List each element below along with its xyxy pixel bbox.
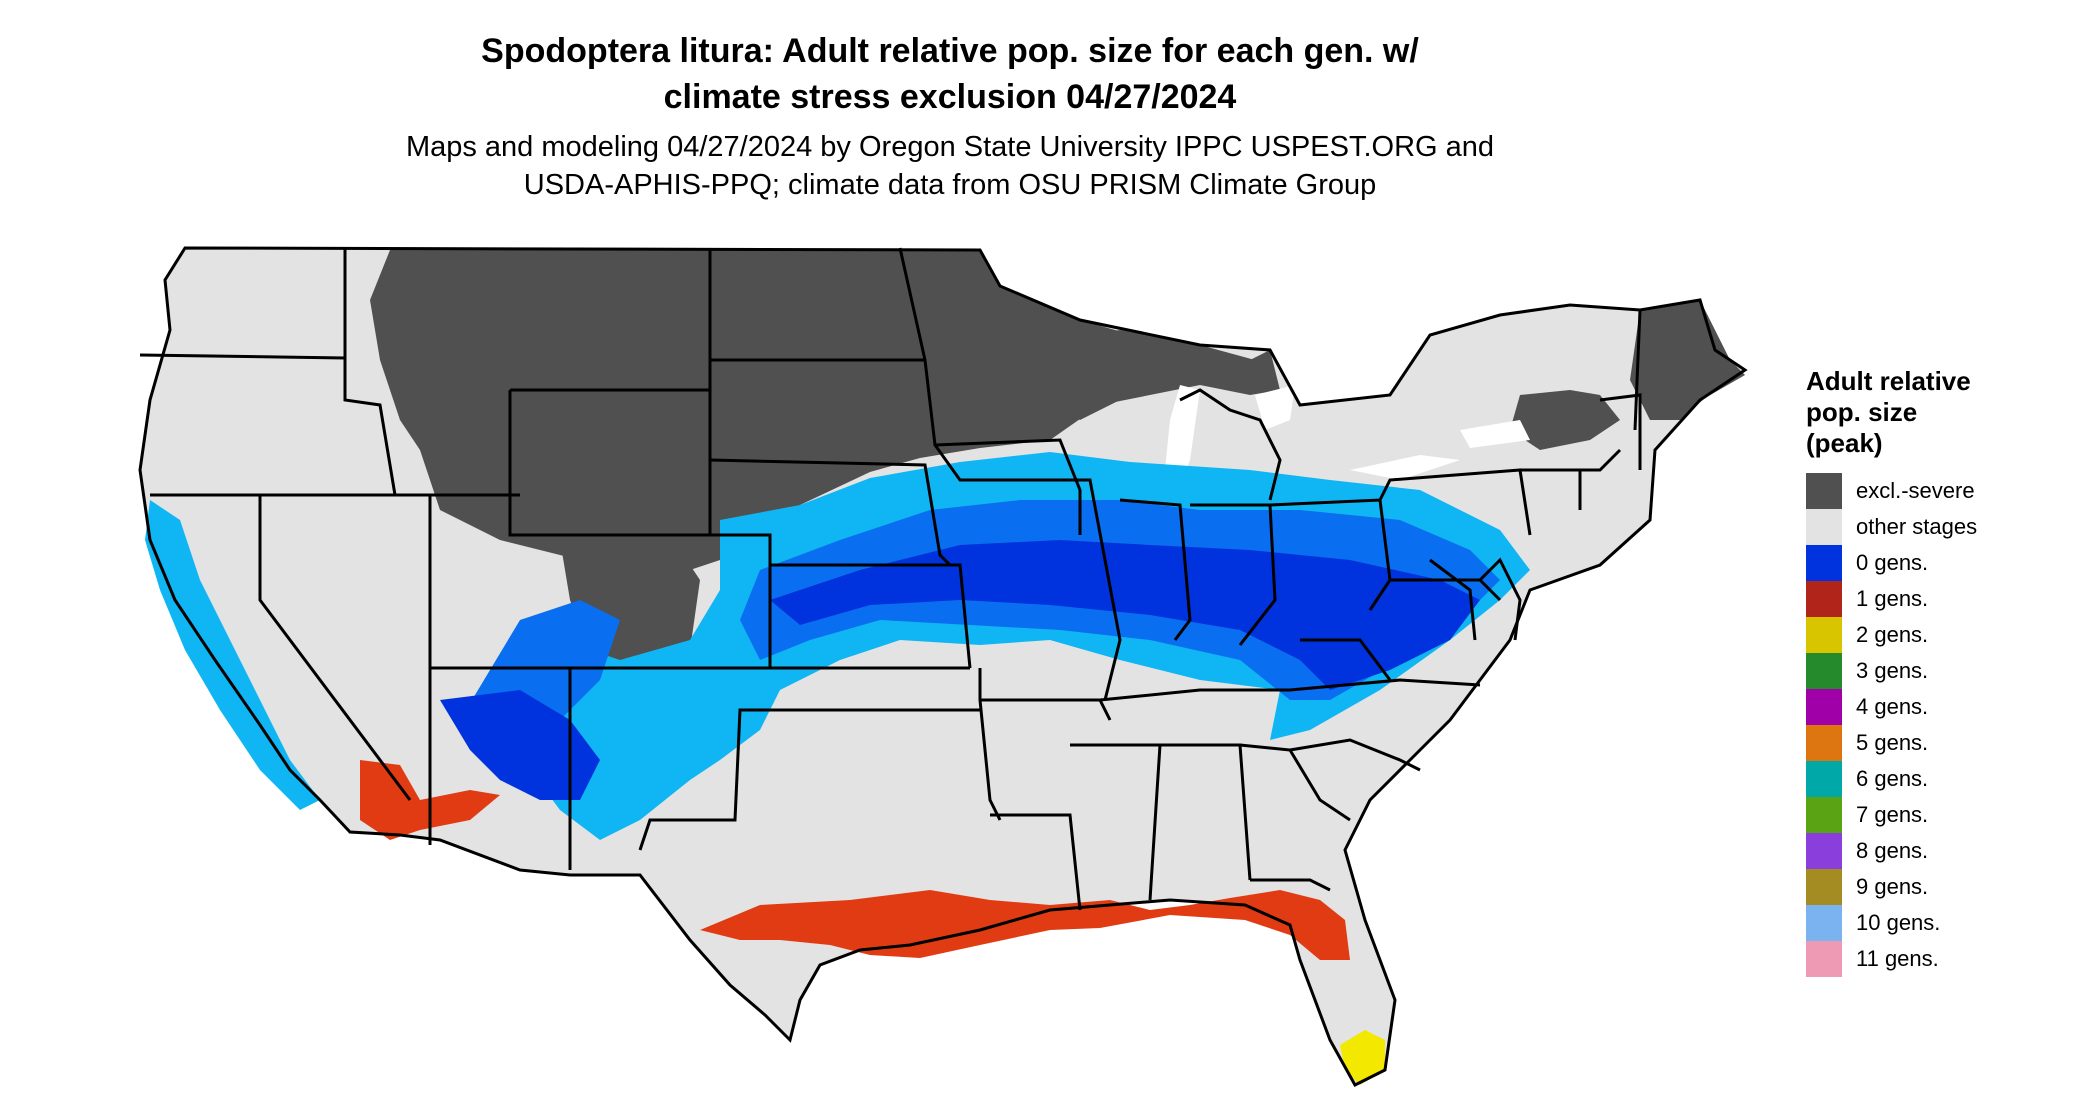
- legend-item: 0 gens.: [1806, 545, 2086, 581]
- legend-swatch: [1806, 689, 1842, 725]
- legend-title-line-3: (peak): [1806, 428, 1883, 458]
- excluded-north-region: [370, 250, 1280, 580]
- legend-label: 2 gens.: [1856, 622, 1929, 647]
- legend-swatch: [1806, 617, 1842, 653]
- legend-item: 10 gens.: [1806, 905, 2086, 941]
- legend-swatch: [1806, 905, 1842, 941]
- legend-swatch: [1806, 473, 1842, 509]
- west-blue-patch-arizona: [440, 690, 600, 800]
- legend-item: 4 gens.: [1806, 689, 2086, 725]
- legend-swatch: [1806, 833, 1842, 869]
- state-borders: [138, 246, 1748, 1087]
- legend-swatch: [1806, 869, 1842, 905]
- legend-label: 1 gens.: [1856, 586, 1929, 611]
- legend-swatch: [1806, 725, 1842, 761]
- excluded-northeast-region: [1510, 390, 1620, 450]
- title-line-2: climate stress exclusion 04/27/2024: [663, 78, 1237, 116]
- legend-item: other stages: [1806, 509, 2086, 545]
- one-gen-gulf-coast: [700, 890, 1350, 960]
- legend-swatch: [1806, 797, 1842, 833]
- subtitle-line-1: Maps and modeling 04/27/2024 by Oregon S…: [405, 131, 1495, 163]
- legend-item: 8 gens.: [1806, 833, 2086, 869]
- legend-label: 5 gens.: [1856, 730, 1929, 755]
- legend-title-line-2: pop. size: [1806, 397, 1918, 427]
- legend-swatch: [1806, 653, 1842, 689]
- legend-label: 6 gens.: [1856, 766, 1929, 791]
- west-blue-patch-california: [145, 500, 320, 810]
- legend-item: 6 gens.: [1806, 761, 2086, 797]
- legend-item: 3 gens.: [1806, 653, 2086, 689]
- map-subtitle: Maps and modeling 04/27/2024 by Oregon S…: [0, 128, 1900, 204]
- legend-label: 3 gens.: [1856, 658, 1929, 683]
- legend-label: 9 gens.: [1856, 874, 1929, 899]
- legend-title: Adult relative pop. size (peak): [1806, 366, 2086, 459]
- map-title: Spodoptera litura: Adult relative pop. s…: [0, 28, 1900, 120]
- legend-item: excl.-severe: [1806, 473, 2086, 509]
- us-map: [138, 246, 1748, 1087]
- legend-item: 9 gens.: [1806, 869, 2086, 905]
- title-line-1: Spodoptera litura: Adult relative pop. s…: [481, 32, 1419, 70]
- legend-item: 5 gens.: [1806, 725, 2086, 761]
- subtitle-line-2: USDA-APHIS-PPQ; climate data from OSU PR…: [523, 169, 1377, 201]
- legend-label: 4 gens.: [1856, 694, 1929, 719]
- legend-label: 0 gens.: [1856, 550, 1929, 575]
- excluded-upper-michigan-region: [1040, 330, 1255, 420]
- two-gen-south-florida: [1340, 1030, 1385, 1085]
- legend-swatch: [1806, 545, 1842, 581]
- legend-swatch: [1806, 761, 1842, 797]
- legend-item: 1 gens.: [1806, 581, 2086, 617]
- legend-item: 2 gens.: [1806, 617, 2086, 653]
- legend-swatch: [1806, 509, 1842, 545]
- legend-label: 7 gens.: [1856, 802, 1929, 827]
- legend-title-line-1: Adult relative: [1806, 366, 1971, 396]
- legend-swatch: [1806, 941, 1842, 977]
- legend-swatch: [1806, 581, 1842, 617]
- legend-label: excl.-severe: [1856, 478, 1975, 503]
- legend-label: other stages: [1856, 514, 1978, 539]
- legend-label: 8 gens.: [1856, 838, 1929, 863]
- legend-item: 11 gens.: [1806, 941, 2086, 977]
- dark-blue-band: [770, 540, 1480, 690]
- legend: Adult relative pop. size (peak) excl.-se…: [1806, 366, 2086, 977]
- legend-items: excl.-severe other stages 0 gens. 1 gens. 2 …: [1806, 473, 2086, 977]
- legend-item: 7 gens.: [1806, 797, 2086, 833]
- legend-label: 11 gens.: [1856, 946, 1939, 971]
- legend-label: 10 gens.: [1856, 910, 1941, 935]
